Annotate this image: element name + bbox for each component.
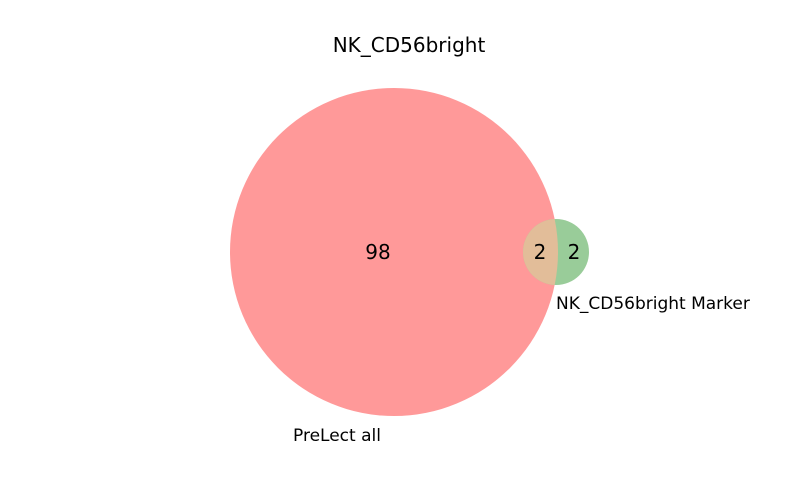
set-b-count: 2	[568, 240, 581, 264]
set-b-label: NK_CD56bright Marker	[556, 294, 750, 314]
set-a-count: 98	[365, 240, 390, 264]
chart-title: NK_CD56bright	[333, 33, 486, 57]
set-a-circle	[230, 88, 558, 416]
set-a-label: PreLect all	[293, 426, 381, 446]
intersection-count: 2	[534, 240, 547, 264]
